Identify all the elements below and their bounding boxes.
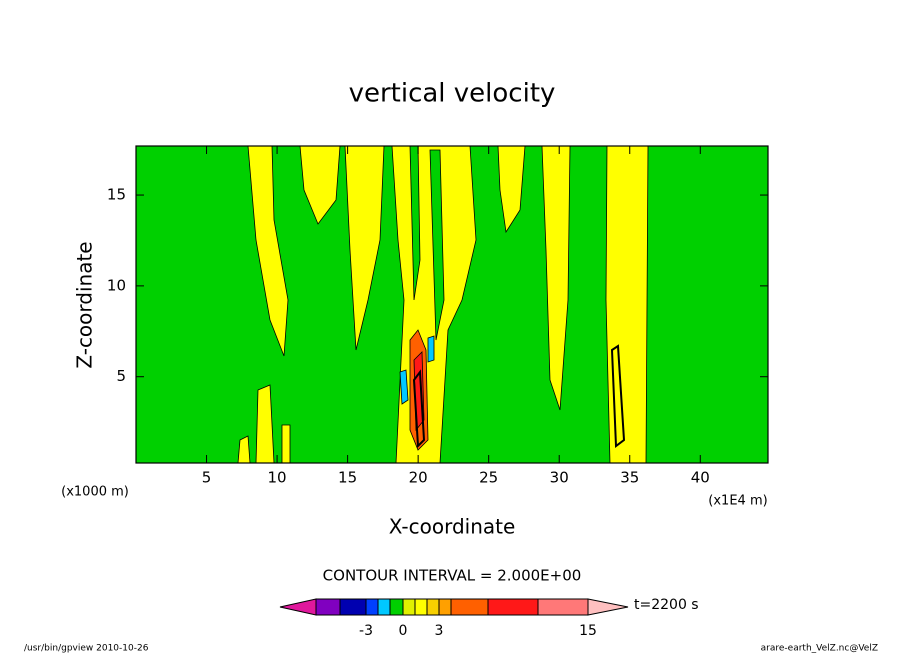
plot-frame xyxy=(135,145,769,464)
contour-region xyxy=(399,369,409,405)
x-unit-label: (x1E4 m) xyxy=(708,494,767,509)
colorbar-box xyxy=(414,598,428,616)
chart-title: vertical velocity xyxy=(349,79,556,109)
contour-region xyxy=(237,435,251,464)
x-axis-label: X-coordinate xyxy=(389,515,516,539)
colorbar: -3 0 3 15 xyxy=(279,598,629,639)
contour-region xyxy=(429,149,445,341)
x-tick-label: 25 xyxy=(479,469,498,487)
x-tick-label: 5 xyxy=(202,469,212,487)
colorbar-box xyxy=(339,598,367,616)
x-tick-label: 15 xyxy=(338,469,357,487)
colorbar-extend xyxy=(587,598,629,616)
colorbar-label: 0 xyxy=(399,623,408,639)
x-tick-label: 20 xyxy=(409,469,428,487)
y-tick-label: 10 xyxy=(107,276,126,294)
y-tick-label: 5 xyxy=(116,367,126,385)
y-axis-label: Z-coordinate xyxy=(73,241,97,368)
y-unit-label: (x1000 m) xyxy=(61,485,129,500)
colorbar-box xyxy=(402,598,416,616)
x-tick-label: 40 xyxy=(691,469,710,487)
time-label: t=2200 s xyxy=(634,597,699,613)
colorbar-box xyxy=(487,598,539,616)
colorbar-label: 15 xyxy=(579,623,597,639)
x-tick-label: 10 xyxy=(268,469,287,487)
footer-left: /usr/bin/gpview 2010-10-26 xyxy=(24,644,149,654)
colorbar-label: 3 xyxy=(435,623,444,639)
colorbar-box xyxy=(426,598,440,616)
contour-region xyxy=(605,145,649,464)
colorbar-box xyxy=(365,598,379,616)
colorbar-box xyxy=(389,598,404,616)
contour-lines xyxy=(412,344,626,449)
contour-region xyxy=(427,335,435,363)
contour-field xyxy=(135,145,769,464)
y-tick-label: 15 xyxy=(107,186,126,204)
colorbar-box xyxy=(537,598,589,616)
colorbar-label: -3 xyxy=(359,623,373,639)
x-tick-label: 35 xyxy=(620,469,639,487)
contour-region xyxy=(247,145,289,357)
contour-region xyxy=(281,424,291,464)
footer-right: arare-earth_VelZ.nc@VelZ xyxy=(761,644,878,654)
colorbar-box xyxy=(377,598,391,616)
colorbar-box xyxy=(450,598,489,616)
contour-interval: CONTOUR INTERVAL = 2.000E+00 xyxy=(323,567,582,585)
colorbar-box xyxy=(315,598,341,616)
x-tick-label: 30 xyxy=(550,469,569,487)
colorbar-box xyxy=(438,598,452,616)
